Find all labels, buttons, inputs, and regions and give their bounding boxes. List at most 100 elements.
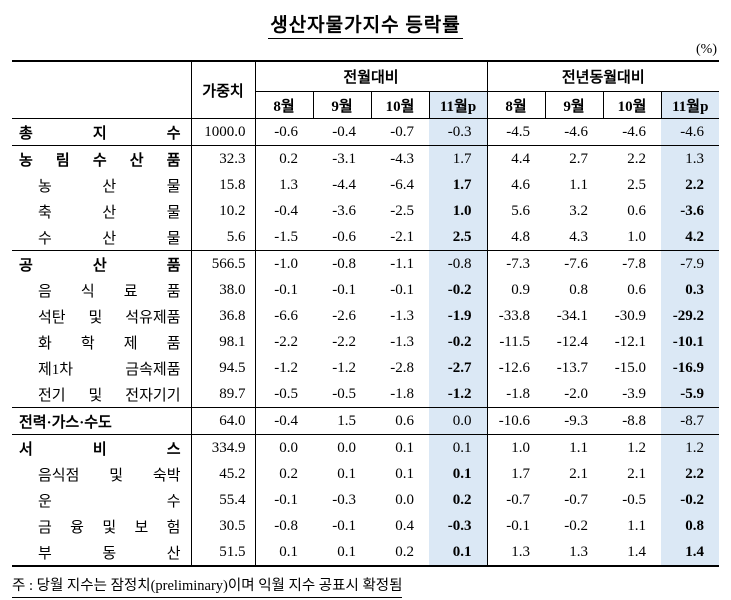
mom-value: 0.0 bbox=[395, 491, 414, 508]
yoy-value: -0.7 bbox=[486, 487, 546, 513]
yoy-value: -1.8 bbox=[486, 381, 546, 408]
row-label-cell: 운 수 bbox=[12, 487, 192, 513]
yoy-value: 2.7 bbox=[545, 145, 604, 172]
mom-value: -1.3 bbox=[390, 307, 414, 324]
row-label-cell: 부 동 산 bbox=[12, 539, 192, 566]
mom-value: 0.0 bbox=[255, 434, 313, 461]
ppi-table: 가중치 전월대비 전년동월대비 8월 9월 10월 11월p 8월 9월 10월… bbox=[12, 60, 720, 567]
yoy-value: 4.3 bbox=[569, 228, 589, 245]
row-label-cell: 음식점 및 숙박 bbox=[12, 461, 192, 487]
row-label-cell: 전기 및 전자기기 bbox=[12, 381, 192, 408]
row-label-cell: 공 산 품 bbox=[12, 250, 192, 277]
yoy-value: -11.5 bbox=[486, 329, 546, 355]
yoy-value: -0.2 bbox=[661, 487, 720, 513]
yoy-value: -4.5 bbox=[486, 118, 546, 146]
mom-value: 0.1 bbox=[429, 434, 488, 461]
yoy-value: 0.9 bbox=[486, 277, 546, 303]
row-label-cell: 전력·가스·수도 bbox=[12, 407, 192, 435]
mom-value: 1.0 bbox=[429, 198, 488, 224]
row-label-cell: 음 식 료 품 bbox=[12, 277, 192, 303]
yoy-value: 4.4 bbox=[486, 145, 546, 172]
mom-value: -0.3 bbox=[429, 513, 488, 539]
mom-value: -1.9 bbox=[429, 303, 488, 329]
weight-value: 55.4 bbox=[191, 487, 256, 513]
mom-value: -0.6 bbox=[332, 228, 356, 245]
yoy-value: 0.6 bbox=[627, 202, 647, 219]
yoy-value: -0.2 bbox=[564, 517, 589, 534]
mom-value: -2.2 bbox=[274, 333, 298, 350]
row-label-cell: 서 비 스 bbox=[12, 434, 192, 461]
table-row: 농 산 물 15.8 1.3 -4.4 -6.4 1.7 4.6 1.1 2.5 2.2 bbox=[12, 172, 720, 198]
yoy-value: -12.6 bbox=[486, 355, 546, 381]
yoy-value: -10.1 bbox=[661, 329, 720, 355]
weight-value: 5.6 bbox=[191, 224, 256, 251]
table-body: 총 지 수 1000.0 -0.6 -0.4 -0.7 -0.3 -4.5 -4.6 -4.6-… bbox=[12, 118, 720, 566]
mom-value: 1.7 bbox=[429, 172, 488, 198]
table-row: 농 림 수 산 품 32.3 0.2 -3.1 -4.3 1.7 4.4 2.7 2.2 1.3 bbox=[12, 145, 720, 172]
yoy-value: -0.1 bbox=[486, 513, 546, 539]
row-label: 서 비 스 bbox=[19, 441, 181, 458]
yoy-value: 1.7 bbox=[486, 461, 546, 487]
yoy-value: 1.2 bbox=[603, 434, 662, 461]
yoy-value: 4.2 bbox=[661, 224, 720, 251]
mom-value: -0.3 bbox=[332, 491, 356, 508]
row-label-cell: 농 산 물 bbox=[12, 172, 192, 198]
mom-value: -0.5 bbox=[274, 385, 298, 402]
mom-value: 0.1 bbox=[371, 434, 429, 461]
row-label: 전력·가스·수도 bbox=[19, 414, 112, 431]
row-label-cell: 금 융 및 보 험 bbox=[12, 513, 192, 539]
month-header: 8월 bbox=[486, 91, 546, 119]
month-header: 8월 bbox=[255, 91, 313, 119]
weight-value: 334.9 bbox=[191, 434, 256, 461]
yoy-value: -7.6 bbox=[545, 250, 604, 277]
mom-value: 1.5 bbox=[313, 407, 371, 435]
weight-value: 94.5 bbox=[191, 355, 256, 381]
yoy-value: 0.8 bbox=[661, 513, 720, 539]
row-label-cell: 총 지 수 bbox=[12, 118, 192, 146]
row-label: 제1차 금속제품 bbox=[38, 361, 181, 378]
mom-value: -2.5 bbox=[390, 202, 414, 219]
yoy-value: -5.9 bbox=[661, 381, 720, 408]
row-label-cell: 축 산 물 bbox=[12, 198, 192, 224]
row-label: 부 동 산 bbox=[38, 545, 181, 562]
yoy-value: 2.5 bbox=[627, 176, 647, 193]
mom-value: -0.8 bbox=[429, 250, 488, 277]
yoy-value: -8.7 bbox=[661, 407, 720, 435]
yoy-value: -16.9 bbox=[661, 355, 720, 381]
mom-value: -0.1 bbox=[332, 281, 356, 298]
yoy-value: 1.1 bbox=[545, 434, 604, 461]
mom-value: 2.5 bbox=[429, 224, 488, 251]
yoy-value: 1.2 bbox=[661, 434, 720, 461]
yoy-value: 2.2 bbox=[661, 172, 720, 198]
mom-value: -3.6 bbox=[332, 202, 356, 219]
month-header: 9월 bbox=[312, 91, 371, 119]
mom-value: -1.5 bbox=[274, 228, 298, 245]
yoy-value: -29.2 bbox=[661, 303, 720, 329]
row-label: 공 산 품 bbox=[19, 257, 181, 274]
month-header-preliminary: 11월p bbox=[428, 91, 488, 119]
title-wrap: 생산자물가지수 등락률 bbox=[12, 10, 719, 39]
table-row: 음 식 료 품 38.0 -0.1 -0.1 -0.1 -0.2 0.9 0.8 0.6 0.3 bbox=[12, 277, 720, 303]
table-row: 석탄 및 석유제품 36.8 -6.6 -2.6 -1.3 -1.9 -33.8 -34.1 -… bbox=[12, 303, 720, 329]
mom-value: -0.1 bbox=[274, 281, 298, 298]
mom-value: 0.2 bbox=[429, 487, 488, 513]
row-label-cell: 석탄 및 석유제품 bbox=[12, 303, 192, 329]
mom-value: 0.1 bbox=[395, 465, 414, 482]
table-row: 총 지 수 1000.0 -0.6 -0.4 -0.7 -0.3 -4.5 -4.6 -4.6-… bbox=[12, 118, 720, 146]
yoy-value: -15.0 bbox=[614, 359, 647, 376]
table-row: 화 학 제 품 98.1 -2.2 -2.2 -1.3 -0.2 -11.5 -12.4 -12… bbox=[12, 329, 720, 355]
row-label: 금 융 및 보 험 bbox=[38, 519, 181, 536]
yoy-value: 1.0 bbox=[627, 228, 647, 245]
row-label: 화 학 제 품 bbox=[38, 335, 181, 352]
table-row: 운 수 55.4 -0.1 -0.3 0.0 0.2 -0.7 -0.7 -0.5 -0.2 bbox=[12, 487, 720, 513]
mom-value: -0.4 bbox=[274, 202, 298, 219]
mom-value: 1.7 bbox=[429, 145, 488, 172]
mom-value: 0.1 bbox=[337, 465, 356, 482]
table-row: 금 융 및 보 험 30.5 -0.8 -0.1 0.4 -0.3 -0.1 -0.2 1.1 0… bbox=[12, 513, 720, 539]
row-label: 수 산 물 bbox=[38, 230, 181, 247]
yoy-value: 5.6 bbox=[486, 198, 546, 224]
table-row: 전력·가스·수도 64.0 -0.4 1.5 0.6 0.0 -10.6 -9.3 -8.8 -8… bbox=[12, 407, 720, 435]
mom-value: -2.7 bbox=[429, 355, 488, 381]
mom-value: -2.8 bbox=[390, 359, 414, 376]
weight-value: 566.5 bbox=[191, 250, 256, 277]
